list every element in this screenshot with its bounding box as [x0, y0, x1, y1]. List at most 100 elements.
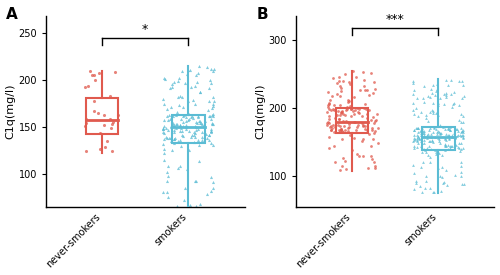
Point [343, 105, 351, 109]
Point [413, 132, 421, 137]
Point [108, 126, 116, 131]
Point [208, 106, 216, 111]
Point [413, 138, 421, 142]
Point [196, 90, 203, 94]
Point [410, 128, 418, 133]
Point [410, 138, 418, 142]
Point [434, 166, 442, 170]
Point [409, 139, 417, 144]
Point [207, 129, 215, 133]
Point [328, 128, 336, 132]
Bar [336, 108, 368, 133]
Point [208, 67, 216, 71]
Point [418, 110, 426, 114]
Point [174, 75, 182, 80]
Point [206, 86, 214, 91]
Point [331, 116, 339, 120]
Point [452, 143, 460, 147]
Point [190, 134, 198, 139]
Point [209, 103, 217, 108]
Point [352, 75, 360, 79]
Point [424, 138, 432, 143]
Point [370, 79, 378, 84]
Point [325, 135, 333, 139]
Point [338, 119, 346, 123]
Point [359, 123, 367, 127]
Point [420, 129, 428, 133]
Point [164, 128, 172, 133]
Point [209, 143, 217, 147]
Point [160, 131, 168, 135]
Point [163, 114, 171, 119]
Point [172, 204, 180, 208]
Point [422, 174, 430, 178]
Point [428, 130, 436, 134]
Point [208, 121, 216, 126]
Point [352, 127, 360, 132]
Point [200, 124, 208, 128]
Point [456, 133, 464, 137]
Point [440, 136, 448, 140]
Point [191, 179, 199, 183]
Point [204, 136, 212, 141]
Point [457, 147, 465, 151]
Text: A: A [6, 7, 18, 22]
Point [355, 153, 363, 158]
Point [337, 86, 345, 91]
Point [424, 119, 432, 123]
Point [190, 140, 198, 144]
Point [459, 119, 467, 124]
Point [339, 156, 347, 161]
Point [207, 130, 215, 134]
Point [374, 126, 382, 130]
Point [345, 80, 353, 84]
Point [412, 181, 420, 186]
Point [342, 166, 350, 171]
Point [90, 109, 98, 114]
Point [168, 148, 175, 152]
Point [430, 189, 438, 194]
Point [423, 145, 431, 150]
Point [444, 126, 452, 130]
Point [414, 126, 422, 130]
Point [324, 101, 332, 106]
Point [414, 134, 422, 138]
Point [420, 131, 428, 135]
Point [422, 150, 430, 154]
Point [457, 173, 465, 178]
Point [324, 105, 332, 110]
Point [334, 123, 342, 128]
Point [372, 111, 380, 116]
Text: *: * [142, 23, 148, 36]
Point [459, 114, 467, 118]
Point [426, 126, 434, 130]
Point [192, 124, 200, 129]
Point [338, 137, 346, 141]
Point [417, 136, 425, 141]
Point [409, 100, 417, 105]
Point [182, 115, 190, 119]
Point [432, 82, 440, 86]
Point [438, 153, 446, 157]
Point [445, 133, 453, 137]
Point [192, 128, 200, 132]
Point [326, 98, 334, 102]
Point [416, 139, 424, 143]
Point [366, 132, 374, 136]
Point [190, 133, 198, 137]
Point [422, 113, 430, 117]
Point [349, 109, 357, 114]
Point [450, 130, 458, 135]
Point [334, 109, 342, 113]
Point [366, 118, 374, 122]
Point [368, 128, 376, 132]
Point [90, 99, 98, 103]
Point [177, 117, 185, 122]
Point [420, 84, 428, 88]
Point [104, 139, 112, 144]
Point [436, 95, 444, 100]
Point [434, 130, 442, 134]
Point [182, 123, 190, 128]
Point [436, 173, 444, 178]
Point [446, 126, 454, 131]
